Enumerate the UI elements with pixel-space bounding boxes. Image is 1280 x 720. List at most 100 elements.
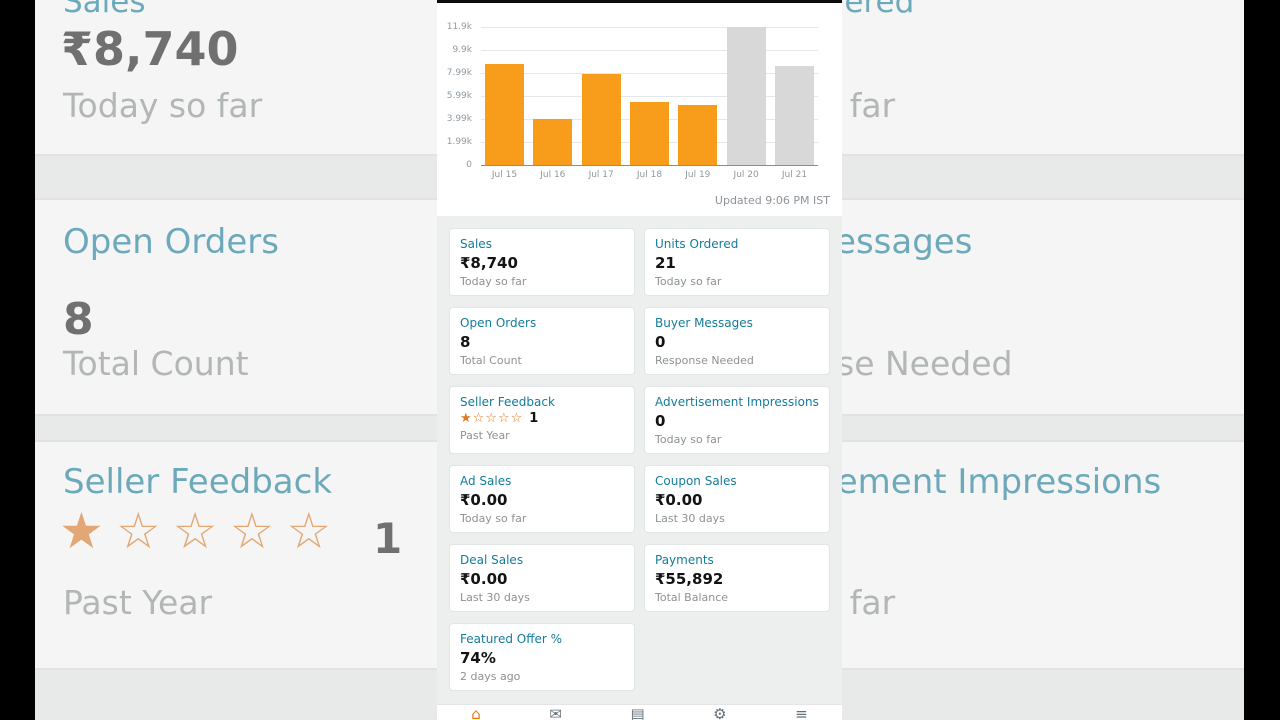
background-left-panel: Sales ₹8,740 Today so far Open Orders 8 … [35, 0, 437, 720]
star-rating: ★☆☆☆☆ [460, 411, 523, 426]
card-subtitle: Today so far [655, 433, 722, 446]
card-value: 0 [655, 412, 666, 430]
card-subtitle: 2 days ago [460, 670, 521, 683]
bg-feedback-subtitle: Past Year [63, 583, 213, 622]
chart-bar-jul-16 [533, 119, 573, 165]
card-units-ordered[interactable]: Units Ordered 21 Today so far [644, 228, 830, 296]
card-value: 8 [460, 333, 471, 351]
card-value: 21 [655, 254, 676, 272]
bg-card [35, 0, 437, 156]
metrics-grid: Sales ₹8,740 Today so far Units Ordered … [437, 216, 842, 705]
card-seller-feedback[interactable]: Seller Feedback ★☆☆☆☆ 1 Past Year [449, 386, 635, 454]
card-subtitle: Today so far [655, 275, 722, 288]
bg-units-ordered-subtitle: Today so far [842, 86, 896, 125]
bg-feedback-title: Seller Feedback [63, 462, 333, 502]
orders-icon[interactable]: ▤ [630, 705, 645, 720]
card-value: ₹8,740 [460, 254, 518, 272]
settings-icon[interactable]: ⚙ [713, 705, 727, 720]
bg-card [35, 198, 437, 416]
card-title: Payments [655, 553, 714, 567]
star-icon: ★ [59, 502, 116, 560]
x-tick-label: Jul 16 [540, 170, 566, 180]
card-title: Coupon Sales [655, 474, 737, 488]
bars-layer [481, 27, 818, 165]
star-icon: ☆ [229, 502, 287, 560]
y-tick-label: 1.99k [446, 137, 472, 147]
x-tick-label: Jul 19 [685, 170, 711, 180]
star-icon: ☆ [115, 502, 173, 560]
card-subtitle: Total Balance [655, 591, 729, 604]
card-value: 74% [460, 649, 496, 667]
x-tick-label: Jul 21 [781, 170, 808, 180]
card-title: Featured Offer % [460, 632, 563, 646]
card-buyer-messages[interactable]: Buyer Messages 0 Response Needed [644, 307, 830, 375]
card-coupon-sales[interactable]: Coupon Sales ₹0.00 Last 30 days [644, 465, 830, 533]
chart-bar-jul-20 [726, 27, 766, 165]
star-icon: ★ [460, 411, 473, 426]
card-title: Ad Sales [460, 474, 512, 488]
letterbox-left [0, 0, 35, 720]
bg-card [842, 440, 1244, 670]
y-axis: 11.9k 9.9k 7.99k 5.99k 3.99k 1.99k 0 [437, 22, 477, 170]
chart-bar-jul-18 [629, 102, 669, 165]
star-icon: ☆ [172, 502, 230, 560]
star-icon: ☆ [485, 411, 498, 426]
x-tick-label: Jul 17 [588, 170, 614, 180]
card-payments[interactable]: Payments ₹55,892 Total Balance [644, 544, 830, 612]
bg-sales-value: ₹8,740 [61, 22, 239, 76]
bg-card [842, 198, 1244, 416]
home-icon[interactable]: ⌂ [471, 705, 481, 720]
y-tick-label: 9.9k [452, 45, 472, 55]
bg-feedback-count: 1 [373, 514, 403, 563]
bg-sales-title: Sales [63, 0, 146, 20]
x-tick-label: Jul 20 [733, 170, 759, 180]
card-advertisement-impressions[interactable]: Advertisement Impressions 0 Today so far [644, 386, 830, 454]
bg-sales-subtitle: Today so far [63, 86, 263, 125]
card-value: ₹0.00 [460, 491, 508, 509]
card-open-orders[interactable]: Open Orders 8 Total Count [449, 307, 635, 375]
chart-bar-jul-19 [678, 105, 718, 165]
x-axis: Jul 15 Jul 16 Jul 17 Jul 18 Jul 19 Jul 20 Jul … [481, 170, 818, 180]
card-value: ₹55,892 [655, 570, 724, 588]
card-title: Sales [460, 237, 492, 251]
letterbox-right [1244, 0, 1280, 720]
card-subtitle: Today so far [460, 512, 527, 525]
chart-bar-jul-15 [485, 64, 524, 165]
card-value: ₹0.00 [460, 570, 508, 588]
card-subtitle: Total Count [460, 354, 522, 367]
card-value: ₹0.00 [655, 491, 703, 509]
bg-buyer-messages-subtitle: Response Needed [842, 344, 1013, 383]
star-icon: ☆ [510, 411, 524, 426]
card-title: Seller Feedback [460, 395, 555, 409]
card-deal-sales[interactable]: Deal Sales ₹0.00 Last 30 days [449, 544, 635, 612]
card-sales[interactable]: Sales ₹8,740 Today so far [449, 228, 635, 296]
top-divider [437, 0, 842, 3]
y-tick-label: 11.9k [446, 22, 472, 32]
x-tick-label: Jul 15 [491, 170, 518, 180]
background-right-panel: Units Ordered Today so far Buyer Message… [842, 0, 1244, 720]
messages-icon[interactable]: ✉ [549, 705, 562, 720]
y-tick-label: 7.99k [446, 68, 472, 78]
card-featured-offer[interactable]: Featured Offer % 74% 2 days ago [449, 623, 635, 691]
plot-area [481, 27, 818, 166]
star-icon: ☆ [472, 411, 486, 426]
bg-open-orders-value: 8 [63, 294, 94, 345]
x-axis-line [481, 165, 818, 166]
star-icon: ☆ [286, 502, 344, 560]
chart-bar-jul-17 [581, 74, 621, 165]
card-subtitle: Last 30 days [655, 512, 725, 525]
chart-bar-jul-21 [774, 66, 814, 165]
card-subtitle: Response Needed [655, 354, 754, 367]
card-title: Deal Sales [460, 553, 524, 567]
card-subtitle: Last 30 days [460, 591, 530, 604]
card-title: Advertisement Impressions [655, 395, 819, 409]
updated-timestamp: Updated 9:06 PM IST [714, 194, 830, 207]
bg-units-ordered-title: Units Ordered [842, 0, 915, 20]
card-ad-sales[interactable]: Ad Sales ₹0.00 Today so far [449, 465, 635, 533]
gridline [481, 96, 818, 97]
phone-screen: 11.9k 9.9k 7.99k 5.99k 3.99k 1.99k 0 Jul 15 Jul… [437, 0, 842, 720]
star-icon: ☆ [497, 411, 511, 426]
menu-icon[interactable]: ≡ [795, 705, 808, 720]
card-title: Open Orders [460, 316, 537, 330]
